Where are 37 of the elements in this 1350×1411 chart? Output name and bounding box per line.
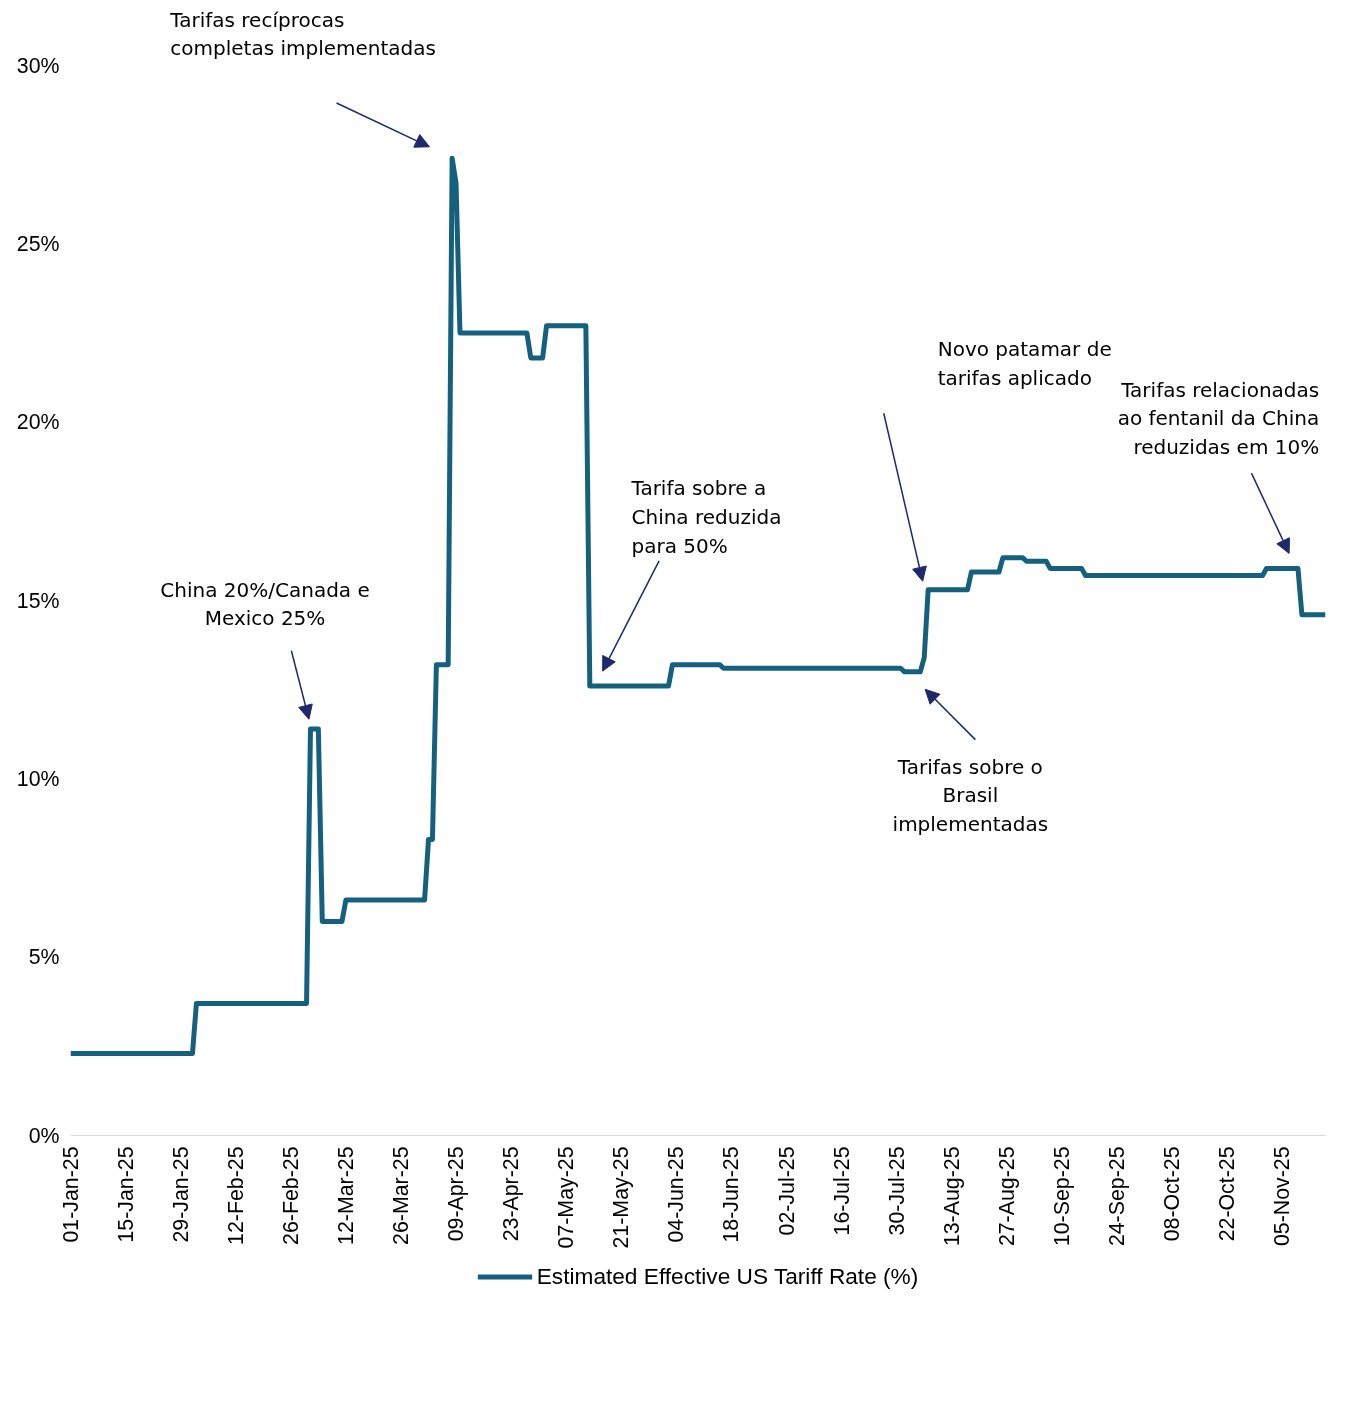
legend-label: Estimated Effective US Tariff Rate (%) — [536, 1262, 919, 1290]
annotation: Tarifas relacionadas ao fentanil da China reduzidas em 10% — [1117, 377, 1320, 460]
annotation: Tarifa sobre a China reduzida para 50% — [630, 476, 782, 558]
x-tick-label: 10-Sep-25 — [1049, 1146, 1074, 1247]
x-tick-label: 24-Sep-25 — [1104, 1146, 1129, 1247]
x-tick-label: 30-Jul-25 — [884, 1146, 909, 1236]
y-tick-label: 15% — [16, 588, 60, 613]
x-tick-label: 21-May-25 — [609, 1146, 634, 1249]
x-tick-label: 29-Jan-25 — [168, 1146, 193, 1243]
x-tick-label: 05-Nov-25 — [1270, 1146, 1295, 1247]
y-tick-label: 20% — [16, 410, 60, 435]
annotation: Novo patamar de tarifas aplicado — [937, 336, 1112, 390]
x-tick-label: 12-Mar-25 — [333, 1146, 358, 1245]
x-tick-label: 01-Jan-25 — [58, 1146, 83, 1243]
x-tick-label: 15-Jan-25 — [113, 1146, 138, 1243]
y-tick-label: 0% — [28, 1123, 60, 1148]
x-tick-label: 07-May-25 — [554, 1146, 579, 1249]
x-tick-label: 12-Feb-25 — [223, 1146, 248, 1245]
annotation: China 20%/Canada e Mexico 25% — [160, 577, 370, 631]
x-tick-label: 13-Aug-25 — [939, 1146, 964, 1247]
x-tick-label: 02-Jul-25 — [774, 1146, 799, 1236]
y-tick-label: 10% — [16, 766, 60, 791]
x-tick-label: 18-Jun-25 — [719, 1146, 744, 1243]
x-tick-label: 16-Jul-25 — [829, 1146, 854, 1236]
x-tick-label: 04-Jun-25 — [664, 1146, 689, 1243]
y-tick-label: 30% — [16, 53, 60, 78]
annotation: Tarifas sobre o Brasil implementadas — [892, 754, 1049, 837]
x-tick-label: 09-Apr-25 — [444, 1146, 469, 1242]
x-tick-label: 26-Mar-25 — [388, 1146, 413, 1245]
x-tick-label: 22-Oct-25 — [1215, 1146, 1240, 1242]
x-tick-label: 08-Oct-25 — [1160, 1146, 1185, 1242]
x-tick-label: 27-Aug-25 — [994, 1146, 1019, 1247]
y-tick-label: 5% — [28, 945, 60, 970]
y-tick-label: 25% — [16, 231, 60, 256]
x-tick-label: 23-Apr-25 — [499, 1146, 524, 1242]
x-tick-label: 26-Feb-25 — [278, 1146, 303, 1245]
text: Tarifas recíprocas completas implementadas — [169, 7, 436, 61]
